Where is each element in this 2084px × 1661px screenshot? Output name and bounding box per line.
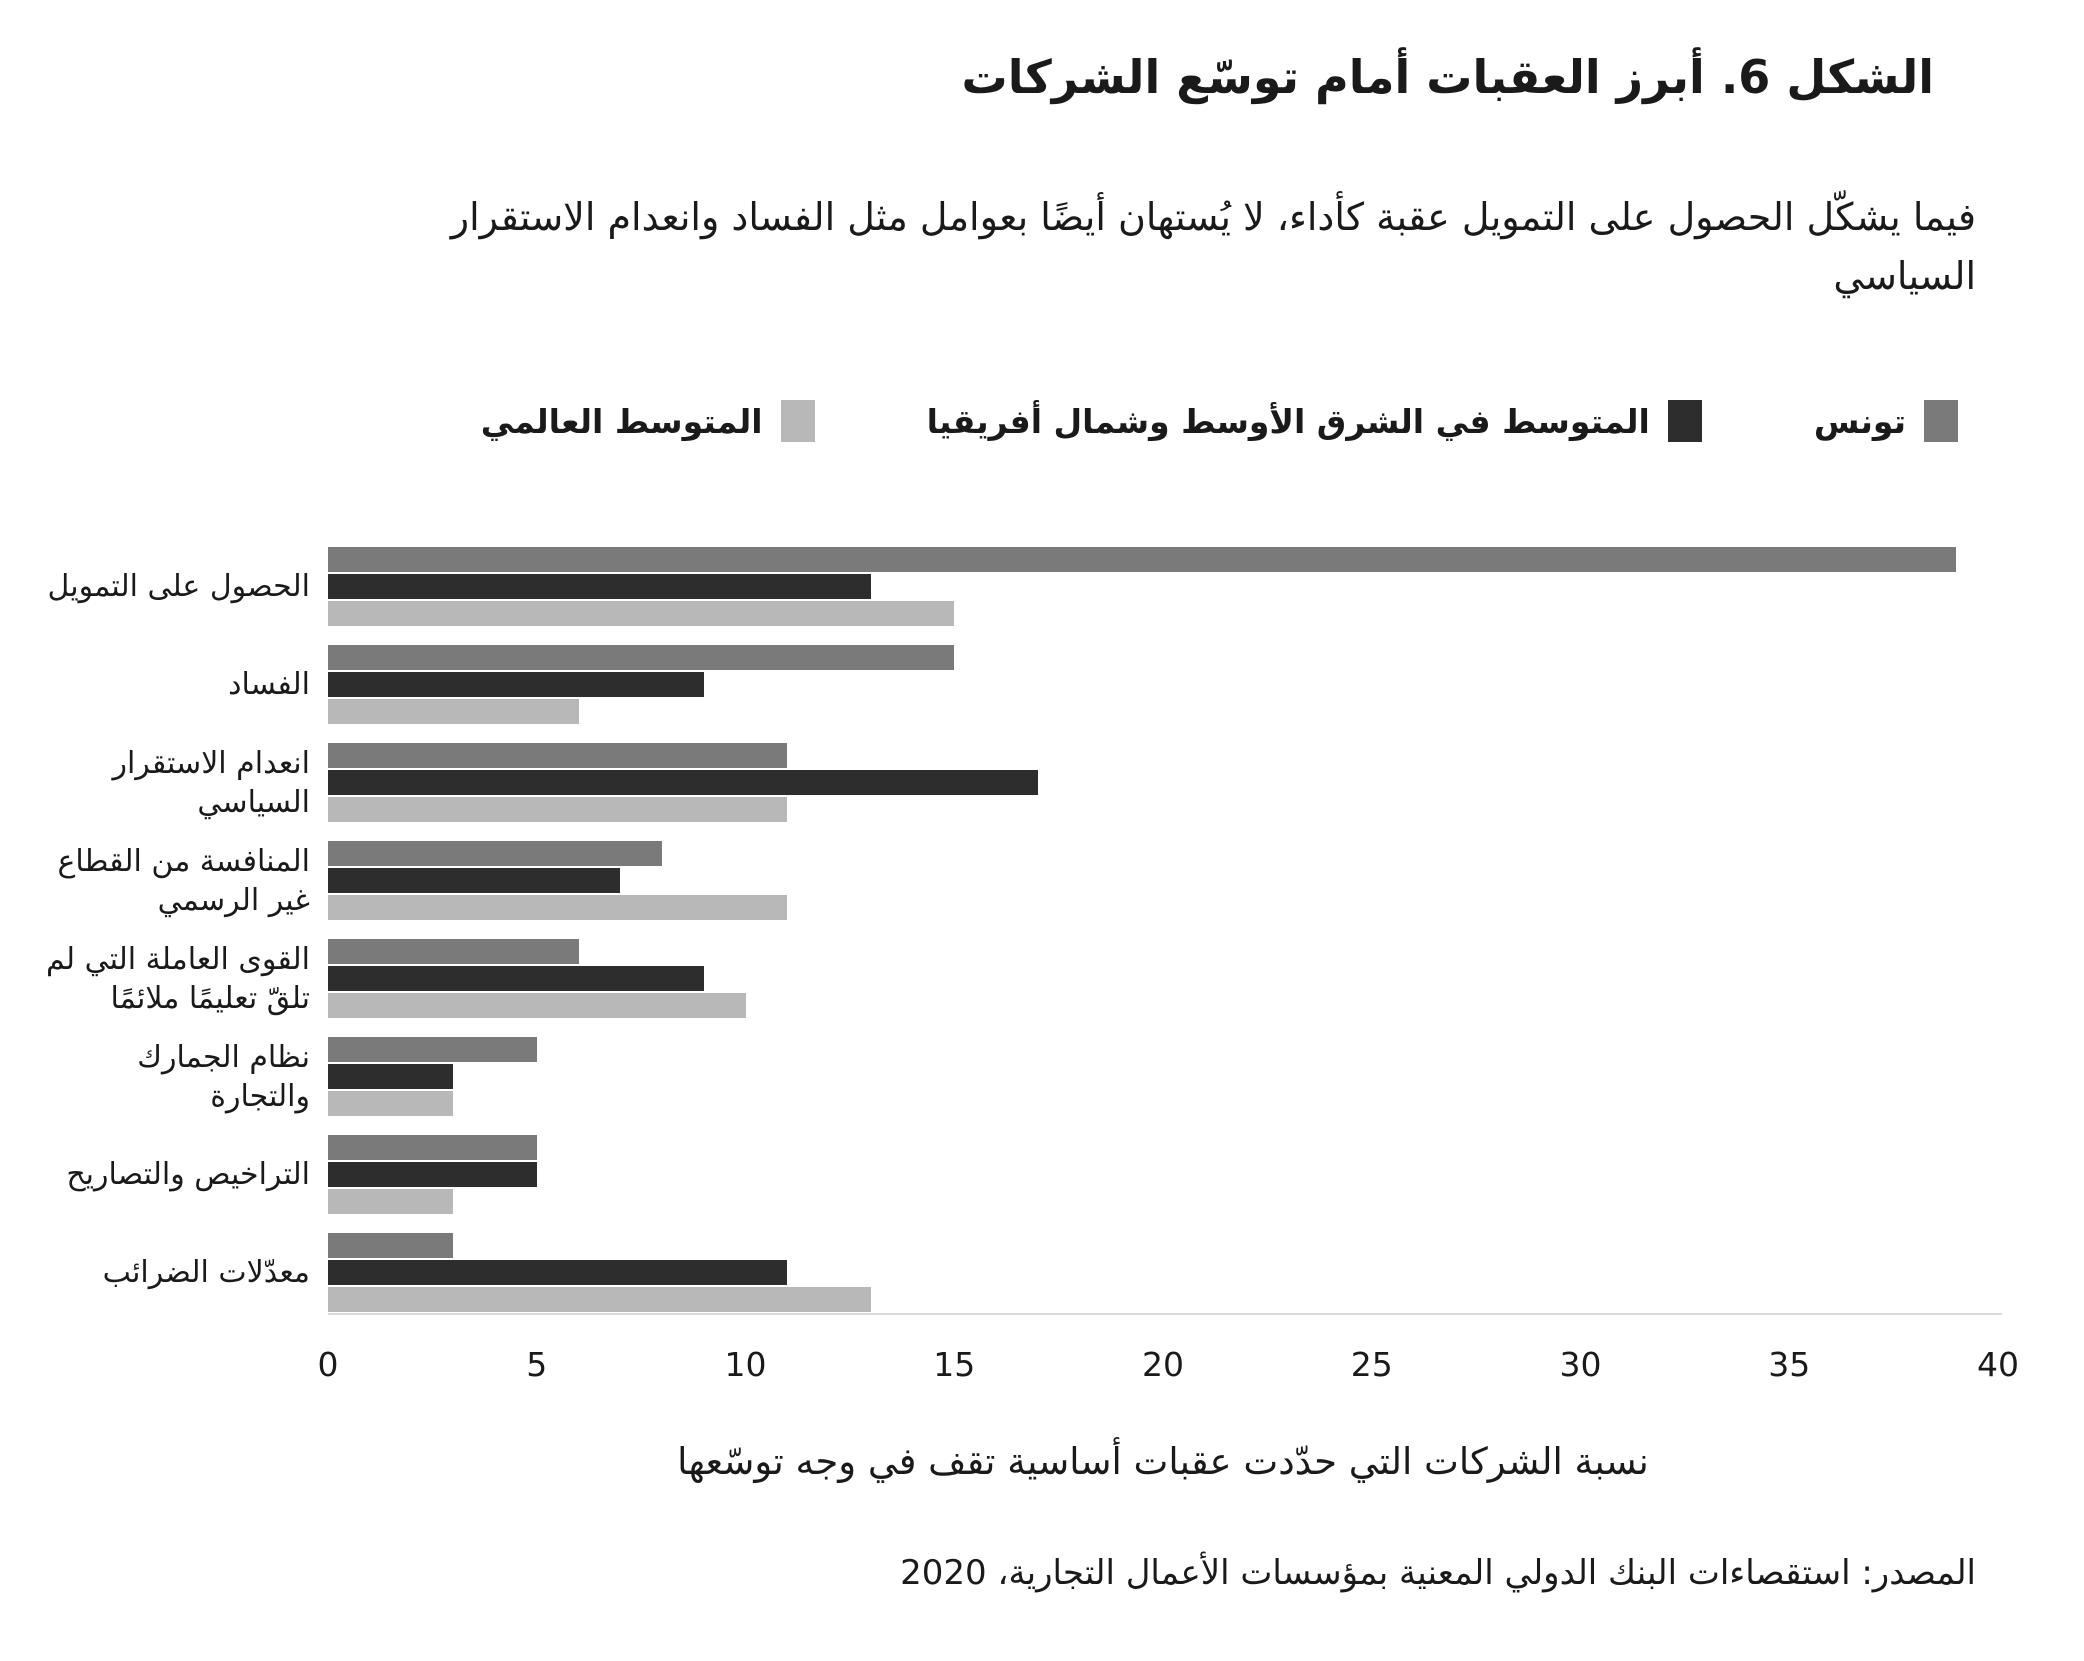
x-tick: 5	[526, 1345, 548, 1384]
bar-global-average	[328, 797, 788, 822]
legend-item-global-average: المتوسط العالمي	[481, 400, 815, 442]
chart-legend: تونس المتوسط في الشرق الأوسط وشمال أفريقي…	[481, 400, 1958, 442]
category-labels: الحصول على التمويل الفساد انعدام الاستقرار…	[30, 547, 310, 1331]
bar-tunisia	[328, 645, 955, 670]
bar-global-average	[328, 601, 955, 626]
x-tick: 35	[1768, 1345, 1811, 1384]
bar-group	[328, 841, 1998, 920]
bar-global-average	[328, 699, 579, 724]
bar-group	[328, 547, 1998, 626]
bar-tunisia	[328, 841, 662, 866]
plot-area	[328, 547, 1998, 1331]
x-tick: 40	[1977, 1345, 2019, 1384]
x-tick: 20	[1142, 1345, 1184, 1384]
legend-label-mena-average: المتوسط في الشرق الأوسط وشمال أفريقيا	[926, 401, 1650, 441]
bar-global-average	[328, 1287, 871, 1312]
category-label: القوى العاملة التي لم تلقّ تعليمًا ملائم…	[45, 941, 310, 1016]
bar-mena-average	[328, 1064, 454, 1089]
bar-mena-average	[328, 1260, 788, 1285]
x-axis-label: نسبة الشركات التي حدّدت عقبات أساسية تقف…	[677, 1440, 1649, 1483]
legend-swatch-global-average	[780, 400, 815, 442]
x-tick: 10	[724, 1345, 767, 1384]
bar-tunisia	[328, 743, 788, 768]
bar-group	[328, 1135, 1998, 1214]
source-note: المصدر: استقصاءات البنك الدولي المعنية ب…	[900, 1553, 1976, 1593]
category-label: نظام الجمارك والتجارة	[137, 1039, 310, 1114]
bar-mena-average	[328, 574, 871, 599]
bar-tunisia	[328, 939, 579, 964]
bar-group	[328, 1037, 1998, 1116]
legend-swatch-tunisia	[1924, 400, 1958, 442]
x-tick: 25	[1350, 1345, 1393, 1384]
bar-group	[328, 645, 1998, 724]
figure-subtitle: فيما يشكّل الحصول على التمويل عقبة كأداء…	[450, 195, 1976, 298]
category-label: المنافسة من القطاع غير الرسمي	[57, 843, 310, 918]
x-tick: 30	[1559, 1345, 1602, 1384]
legend-label-tunisia: تونس	[1813, 401, 1906, 441]
legend-item-tunisia: تونس	[1814, 400, 1958, 442]
x-tick: 0	[317, 1345, 339, 1384]
bar-group	[328, 939, 1998, 1018]
category-label: التراخيص والتصاريح	[66, 1157, 310, 1192]
category-label: انعدام الاستقرار السياسي	[112, 745, 310, 820]
category-label: الحصول على التمويل	[47, 569, 311, 604]
bar-tunisia	[328, 547, 1957, 572]
bar-tunisia	[328, 1135, 537, 1160]
bar-global-average	[328, 993, 746, 1018]
bar-mena-average	[328, 672, 704, 697]
bar-mena-average	[328, 868, 621, 893]
bar-mena-average	[328, 966, 704, 991]
bar-global-average	[328, 895, 788, 920]
figure-title: الشكل 6. أبرز العقبات أمام توسّع الشركات	[961, 50, 1935, 104]
x-axis-ticks: 0 5 10 15 20 25 30 35 40	[318, 1345, 2020, 1389]
category-label: الفساد	[228, 667, 310, 702]
legend-swatch-mena-average	[1667, 400, 1702, 442]
bar-tunisia	[328, 1233, 454, 1258]
bar-global-average	[328, 1189, 454, 1214]
bar-tunisia	[328, 1037, 537, 1062]
x-tick: 15	[933, 1345, 976, 1384]
bar-group	[328, 1233, 1998, 1312]
legend-label-global-average: المتوسط العالمي	[480, 401, 763, 441]
bar-mena-average	[328, 770, 1038, 795]
bar-mena-average	[328, 1162, 537, 1187]
bar-global-average	[328, 1091, 454, 1116]
bar-group	[328, 743, 1998, 822]
x-axis-line	[328, 1313, 2002, 1315]
legend-item-mena-average: المتوسط في الشرق الأوسط وشمال أفريقيا	[927, 400, 1702, 442]
category-label: معدّلات الضرائب	[102, 1255, 310, 1290]
